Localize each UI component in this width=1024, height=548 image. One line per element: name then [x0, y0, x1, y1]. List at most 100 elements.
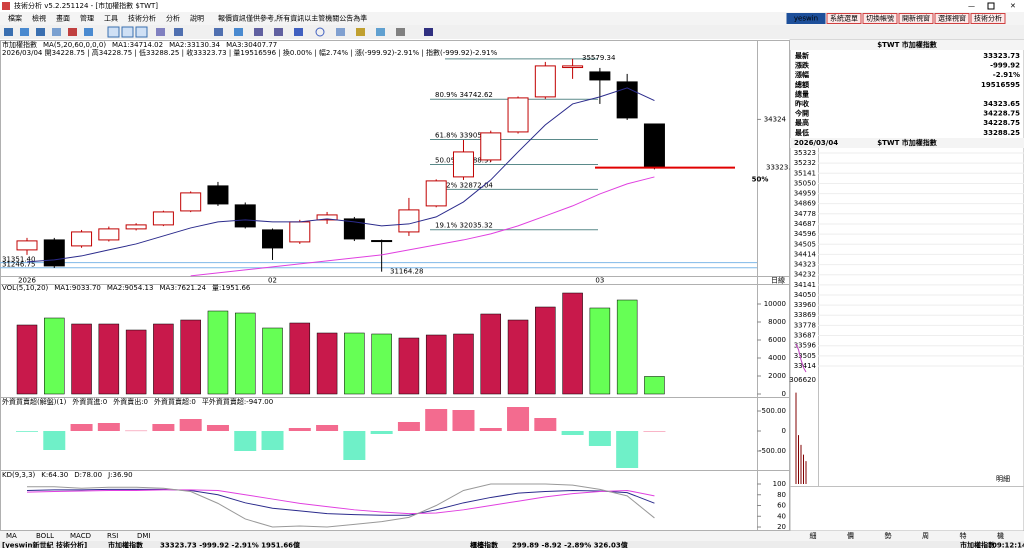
volume-bar	[234, 312, 256, 395]
pane-legend: MA2:9054.13	[107, 284, 154, 292]
net-buy-bar	[43, 431, 66, 450]
quote-value: -2.91%	[993, 71, 1020, 79]
pane-legend: 市加權指數	[2, 40, 37, 49]
tool-icon[interactable]	[4, 28, 13, 36]
candle-body	[180, 192, 202, 212]
volume-bar	[289, 322, 311, 395]
tool-icon[interactable]	[424, 28, 433, 36]
top-button-label[interactable]: 選擇視窗	[938, 14, 966, 23]
panel-date: 2026/03/04	[794, 139, 838, 147]
panel-tab[interactable]: 周	[922, 532, 929, 540]
quote-value: 34323.65	[983, 100, 1020, 108]
indicator-tab[interactable]: BOLL	[36, 532, 54, 540]
volume-bar	[71, 323, 92, 395]
reference-label: 31351.40	[2, 256, 35, 264]
tool-icon[interactable]	[234, 28, 243, 36]
tool-icon[interactable]	[20, 28, 29, 36]
top-button[interactable]	[970, 13, 1006, 24]
candle-body	[207, 185, 229, 205]
menu-item[interactable]: 管理	[80, 14, 94, 23]
window-title: 技術分析 v5.2.251124 - [市加權指數 $TWT]	[14, 1, 158, 10]
volume-bar	[344, 332, 365, 395]
menu-item[interactable]: 說明	[190, 14, 204, 23]
menu-item[interactable]: 工具	[104, 15, 118, 23]
tool-icon[interactable]	[274, 28, 283, 36]
tool-icon[interactable]	[294, 28, 303, 36]
intraday-tick-label: 34323	[794, 261, 816, 269]
status-index1: 市加權指數	[108, 541, 143, 548]
fibonacci-label: 38.2% 32872.04	[435, 181, 493, 189]
top-button-label[interactable]: 開新視窗	[902, 14, 930, 23]
quote-label: 總額	[795, 80, 809, 89]
volume-bar	[562, 292, 583, 395]
panel-tab[interactable]: 特	[960, 531, 967, 540]
top-button[interactable]	[862, 13, 898, 24]
indicator-tab[interactable]: DMI	[137, 532, 151, 540]
close-button[interactable]: ✕	[1010, 2, 1016, 10]
top-button[interactable]	[898, 13, 934, 24]
top-button[interactable]	[786, 13, 826, 24]
net-buy-bar	[70, 424, 93, 431]
y-tick-label: 0	[782, 427, 786, 435]
app-icon	[2, 2, 10, 10]
tool-icon[interactable]	[174, 28, 183, 36]
panel-tab[interactable]: 細	[810, 531, 817, 540]
net-buy-bar	[288, 428, 311, 431]
tool-icon[interactable]	[135, 26, 148, 38]
tool-icon[interactable]	[315, 27, 325, 37]
tool-icon[interactable]	[107, 26, 120, 38]
intraday-tick-label: 35141	[794, 169, 816, 177]
menu-item[interactable]: 檔案	[8, 14, 22, 23]
net-buy-bar	[152, 424, 175, 431]
top-button[interactable]	[934, 13, 970, 24]
tool-icon[interactable]	[254, 28, 263, 36]
tool-icon[interactable]	[121, 26, 134, 38]
panel-tab[interactable]: 機	[997, 531, 1004, 540]
annotation: 50%	[752, 176, 769, 184]
volume-bar	[425, 334, 447, 395]
menu-item[interactable]: 檢視	[32, 14, 46, 23]
tool-icon[interactable]	[84, 28, 93, 36]
intraday-tick-label: 34232	[794, 271, 816, 279]
top-button-label[interactable]: 切換帳號	[866, 14, 894, 23]
top-button-label[interactable]: 技術分析	[974, 14, 1002, 23]
indicator-tab[interactable]: RSI	[107, 532, 118, 540]
tool-icon[interactable]	[52, 28, 61, 36]
candle-body	[371, 240, 393, 243]
pane-legend: MA(5,20,60,0,0,0)	[43, 41, 106, 49]
pane-legend: MA2:33130.34	[169, 41, 221, 49]
tool-icon[interactable]	[356, 28, 365, 36]
panel-tab[interactable]: 價	[847, 531, 854, 540]
indicator-line	[26, 489, 655, 515]
candle-body	[343, 218, 365, 240]
menu-item[interactable]: 分析	[166, 14, 180, 23]
panel-title: $TWT 市加權指數	[877, 40, 937, 49]
menu-item[interactable]: 技術分析	[128, 14, 156, 23]
net-buy-bar	[479, 428, 502, 431]
net-buy-bar	[343, 431, 366, 460]
volume-bar	[207, 310, 229, 395]
indicator-tab[interactable]: MACD	[70, 532, 91, 540]
minimize-button[interactable]: —	[968, 2, 975, 10]
tool-icon[interactable]	[376, 28, 385, 36]
top-button-label[interactable]: yeswin	[794, 15, 818, 23]
pane-legend: 外資買賣超:0	[154, 397, 196, 406]
status-time: 09:12:14	[992, 542, 1024, 548]
y-tick-label: 34324	[764, 115, 787, 123]
tab-bar	[0, 531, 1024, 541]
tool-icon[interactable]	[336, 28, 345, 36]
menu-item[interactable]: 畫面	[56, 14, 70, 23]
indicator-tab[interactable]: MA	[6, 532, 17, 540]
top-button[interactable]	[826, 13, 862, 24]
tool-icon[interactable]	[68, 28, 77, 36]
tool-icon[interactable]	[36, 28, 45, 36]
intraday-tick-label: 34141	[794, 281, 816, 289]
top-button-label[interactable]: 系統選單	[830, 14, 858, 23]
candle-body	[125, 224, 147, 230]
tool-icon[interactable]	[214, 28, 223, 36]
tool-icon[interactable]	[396, 28, 405, 36]
tool-icon[interactable]	[156, 28, 165, 36]
panel-subtitle: $TWT 市加權指數	[877, 138, 937, 147]
maximize-button[interactable]	[987, 2, 995, 10]
panel-tab[interactable]: 勢	[885, 531, 892, 540]
